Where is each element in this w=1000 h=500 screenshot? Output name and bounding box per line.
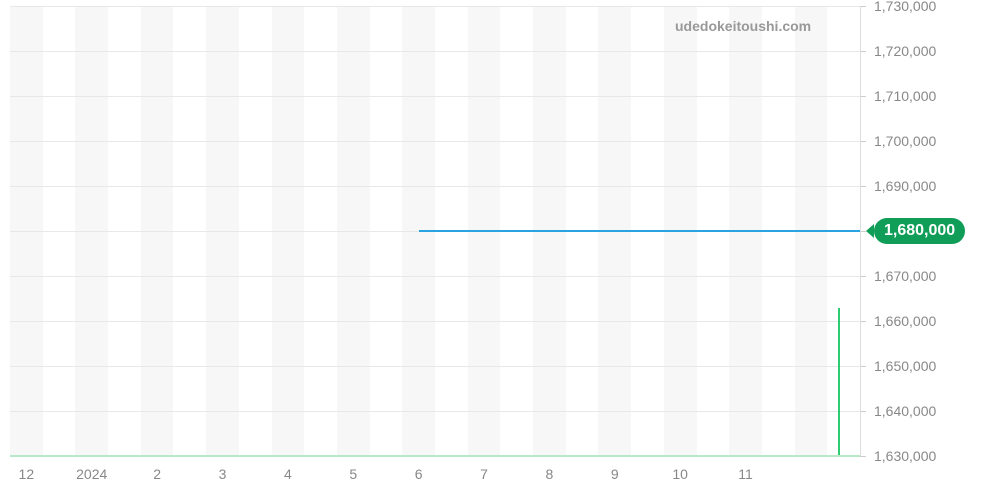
plot-area <box>10 6 860 456</box>
y-axis-label: 1,640,000 <box>874 403 936 419</box>
x-axis-label: 12 <box>19 466 35 482</box>
y-axis-line <box>860 6 861 456</box>
y-axis-label: 1,720,000 <box>874 43 936 59</box>
grid-line <box>10 141 860 142</box>
x-axis-label: 10 <box>672 466 688 482</box>
grid-line <box>10 6 860 7</box>
watermark: udedokeitoushi.com <box>675 18 811 34</box>
y-axis-label: 1,630,000 <box>874 448 936 464</box>
x-axis-label: 6 <box>415 466 423 482</box>
grid-line <box>10 186 860 187</box>
y-axis-label: 1,670,000 <box>874 268 936 284</box>
x-axis-label: 2024 <box>76 466 107 482</box>
y-axis-label: 1,710,000 <box>874 88 936 104</box>
baseline-line <box>10 455 860 457</box>
x-axis-label: 5 <box>349 466 357 482</box>
range-line <box>838 308 840 457</box>
price-line <box>419 230 860 232</box>
y-axis-label: 1,650,000 <box>874 358 936 374</box>
grid-line <box>10 366 860 367</box>
price-chart: 1,630,000 1,640,000 1,650,000 1,660,000 1,67… <box>0 0 1000 500</box>
y-tick <box>860 456 866 457</box>
current-price-value: 1,680,000 <box>884 222 955 239</box>
y-axis-label: 1,660,000 <box>874 313 936 329</box>
y-axis-label: 1,690,000 <box>874 178 936 194</box>
grid-line <box>10 96 860 97</box>
grid-line <box>10 51 860 52</box>
y-axis-label: 1,700,000 <box>874 133 936 149</box>
grid-line <box>10 411 860 412</box>
grid-line <box>10 321 860 322</box>
x-axis-label: 7 <box>480 466 488 482</box>
x-axis-label: 3 <box>219 466 227 482</box>
y-axis-label: 1,730,000 <box>874 0 936 14</box>
x-axis-label: 11 <box>738 466 753 482</box>
x-axis-label: 2 <box>153 466 161 482</box>
x-axis-label: 8 <box>546 466 554 482</box>
current-price-badge: 1,680,000 <box>874 218 965 244</box>
x-axis-label: 9 <box>611 466 619 482</box>
grid-line <box>10 276 860 277</box>
x-axis-label: 4 <box>284 466 292 482</box>
